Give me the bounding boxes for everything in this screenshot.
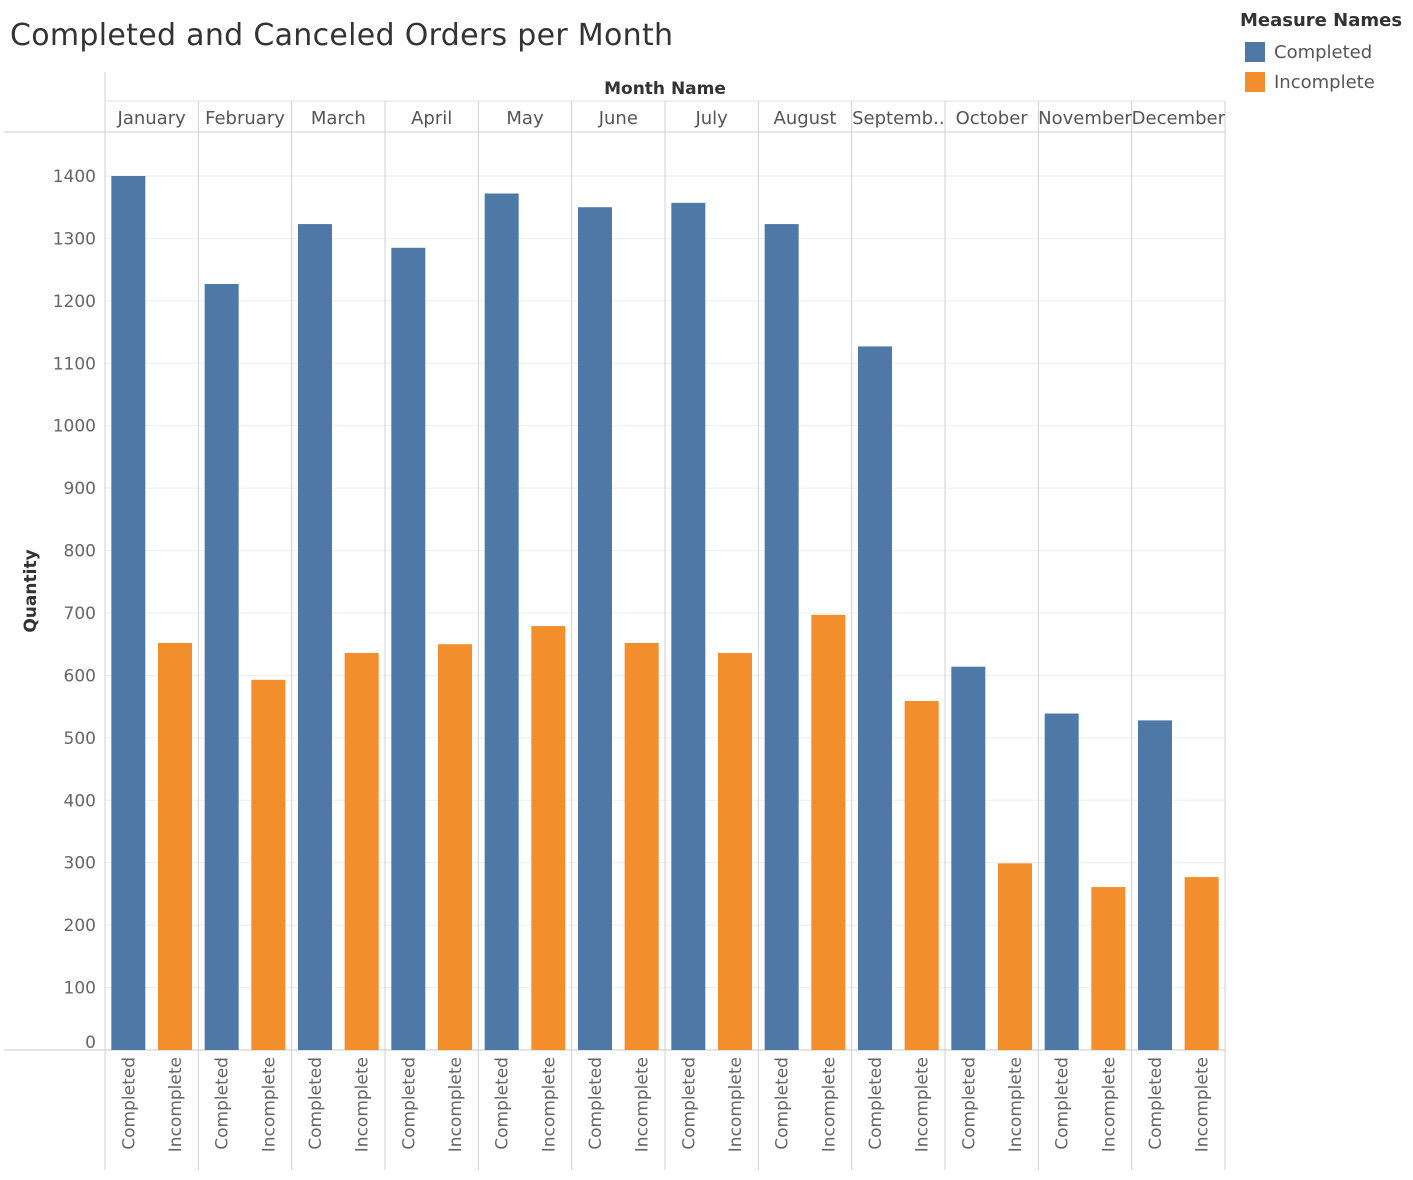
measure-label: Completed: [493, 1057, 513, 1150]
y-tick-label: 500: [64, 729, 96, 749]
measure-label: Completed: [679, 1057, 699, 1150]
bar-completed-november: [1044, 713, 1079, 1050]
measure-label: Incomplete: [539, 1057, 559, 1152]
bar-incomplete-january: [158, 642, 192, 1050]
bar-completed-october: [951, 666, 986, 1050]
y-tick-label: 1100: [53, 354, 96, 374]
bar-incomplete-april: [438, 644, 472, 1050]
month-label: August: [774, 108, 837, 129]
measure-label: Incomplete: [1006, 1057, 1026, 1152]
y-tick-label: 900: [64, 479, 96, 499]
month-label: December: [1132, 108, 1226, 129]
bar-incomplete-december: [1184, 877, 1219, 1050]
measure-label: Incomplete: [353, 1057, 373, 1152]
measure-label: Completed: [306, 1057, 326, 1150]
bar-completed-august: [764, 224, 799, 1050]
y-tick-label: 700: [64, 604, 96, 624]
measure-label: Incomplete: [633, 1057, 653, 1152]
legend-swatch-incomplete: [1245, 72, 1265, 92]
bar-incomplete-november: [1091, 887, 1126, 1050]
measure-label: Completed: [399, 1057, 419, 1150]
month-label: April: [411, 108, 452, 129]
measure-label: Incomplete: [166, 1057, 186, 1152]
bar-completed-septemb: [858, 346, 892, 1050]
legend-item-completed[interactable]: Completed: [1240, 37, 1402, 67]
legend-label-incomplete: Incomplete: [1274, 71, 1375, 93]
month-label: May: [506, 108, 544, 129]
measure-label: Incomplete: [819, 1057, 839, 1152]
month-label: February: [205, 108, 285, 129]
bar-completed-may: [484, 193, 519, 1051]
chart-title: Completed and Canceled Orders per Month: [10, 18, 674, 53]
measure-label: Completed: [866, 1057, 886, 1150]
measure-label: Completed: [213, 1057, 233, 1150]
measure-label: Incomplete: [913, 1057, 933, 1152]
bar-completed-february: [204, 284, 239, 1050]
measure-label: Completed: [1146, 1057, 1166, 1150]
measure-label: Incomplete: [726, 1057, 746, 1152]
legend-title: Measure Names: [1240, 10, 1403, 31]
bar-completed-july: [671, 202, 706, 1050]
measure-label: Incomplete: [259, 1057, 279, 1152]
y-tick-label: 600: [64, 666, 96, 686]
bar-completed-april: [391, 247, 426, 1051]
bar-incomplete-february: [251, 679, 286, 1050]
measure-label: Completed: [1053, 1057, 1073, 1150]
measure-label: Completed: [959, 1057, 979, 1150]
y-tick-label: 800: [64, 542, 96, 562]
month-label: October: [956, 108, 1029, 129]
y-tick-label: 200: [64, 916, 96, 936]
y-axis-title: Quantity: [21, 549, 41, 632]
month-label: Septemb..: [852, 108, 944, 129]
bar-incomplete-march: [344, 652, 379, 1050]
bar-completed-january: [111, 176, 146, 1050]
measure-label: Incomplete: [1099, 1057, 1119, 1152]
month-label: March: [311, 108, 366, 129]
legend-swatch-completed: [1245, 42, 1265, 62]
legend[interactable]: Measure Names Completed Incomplete: [1240, 10, 1402, 97]
measure-label: Incomplete: [446, 1057, 466, 1152]
y-tick-label: 0: [85, 1033, 96, 1053]
bar-incomplete-june: [624, 642, 659, 1050]
y-tick-label: 400: [64, 791, 96, 811]
bar-completed-june: [578, 207, 612, 1050]
bar-incomplete-august: [811, 614, 846, 1050]
y-tick-label: 1300: [53, 229, 96, 249]
y-tick-label: 1400: [53, 167, 96, 187]
bar-incomplete-october: [998, 863, 1032, 1050]
bar-completed-december: [1138, 720, 1172, 1050]
month-label: July: [694, 108, 728, 129]
legend-item-incomplete[interactable]: Incomplete: [1240, 67, 1402, 97]
month-label: November: [1038, 108, 1132, 129]
legend-label-completed: Completed: [1274, 41, 1373, 63]
y-tick-label: 300: [64, 854, 96, 874]
month-label: June: [598, 108, 638, 129]
y-tick-label: 1000: [53, 417, 96, 437]
measure-label: Incomplete: [1193, 1057, 1213, 1152]
measure-label: Completed: [586, 1057, 606, 1150]
column-header-title: Month Name: [604, 79, 726, 99]
y-tick-label: 100: [64, 979, 96, 999]
bar-completed-march: [298, 224, 332, 1050]
bar-incomplete-july: [718, 652, 752, 1050]
month-label: January: [117, 108, 187, 129]
bar-incomplete-may: [531, 626, 566, 1050]
measure-label: Completed: [773, 1057, 793, 1150]
bar-incomplete-septemb: [904, 701, 939, 1050]
measure-label: Completed: [119, 1057, 139, 1150]
y-tick-label: 1200: [53, 292, 96, 312]
